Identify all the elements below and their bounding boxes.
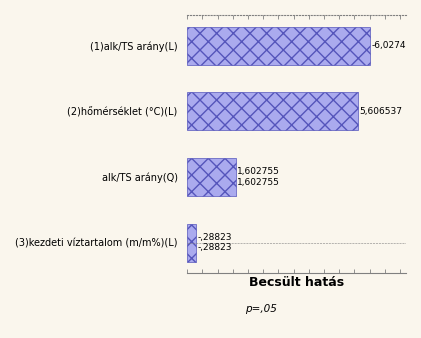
Text: p=,05: p=,05 <box>245 304 277 314</box>
Text: 5,606537: 5,606537 <box>359 107 402 116</box>
Text: 1,602755
1,602755: 1,602755 1,602755 <box>237 167 280 187</box>
Bar <box>187 158 236 196</box>
Bar <box>187 92 357 130</box>
Bar <box>187 27 370 65</box>
Text: -6,0274: -6,0274 <box>372 41 406 50</box>
Text: -,28823
-,28823: -,28823 -,28823 <box>197 233 232 252</box>
Bar <box>187 224 196 262</box>
X-axis label: Becsült hatás: Becsült hatás <box>249 276 344 289</box>
